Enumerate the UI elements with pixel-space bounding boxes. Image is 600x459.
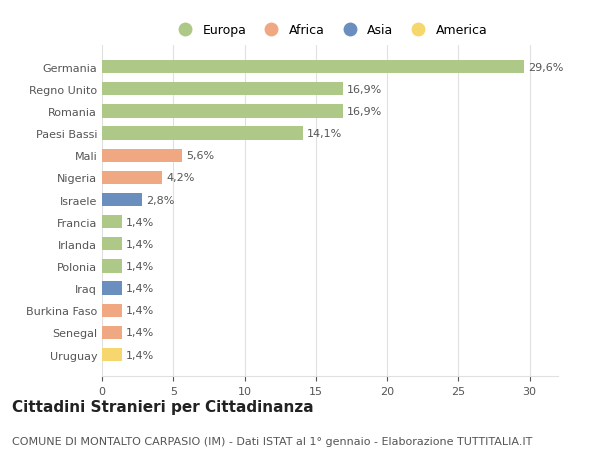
Text: 1,4%: 1,4% [126,328,154,338]
Bar [102,61,524,74]
Text: 16,9%: 16,9% [347,107,382,117]
Bar [102,105,343,118]
Text: 1,4%: 1,4% [126,261,154,271]
Bar [102,282,122,295]
Bar [102,260,122,273]
Bar [102,348,122,361]
Bar [102,149,182,162]
Text: 2,8%: 2,8% [146,195,175,205]
Text: 16,9%: 16,9% [347,84,382,95]
Bar [102,127,303,140]
Bar [102,193,142,207]
Text: Cittadini Stranieri per Cittadinanza: Cittadini Stranieri per Cittadinanza [12,399,314,414]
Text: 1,4%: 1,4% [126,306,154,315]
Text: 1,4%: 1,4% [126,350,154,360]
Bar [102,216,122,229]
Bar [102,238,122,251]
Text: 5,6%: 5,6% [186,151,214,161]
Text: 1,4%: 1,4% [126,217,154,227]
Bar [102,326,122,339]
Bar [102,83,343,96]
Text: 1,4%: 1,4% [126,239,154,249]
Text: 1,4%: 1,4% [126,284,154,293]
Text: 4,2%: 4,2% [166,173,194,183]
Bar [102,304,122,317]
Text: 14,1%: 14,1% [307,129,343,139]
Legend: Europa, Africa, Asia, America: Europa, Africa, Asia, America [167,19,493,42]
Text: COMUNE DI MONTALTO CARPASIO (IM) - Dati ISTAT al 1° gennaio - Elaborazione TUTTI: COMUNE DI MONTALTO CARPASIO (IM) - Dati … [12,436,532,446]
Bar [102,171,162,185]
Text: 29,6%: 29,6% [528,62,563,73]
